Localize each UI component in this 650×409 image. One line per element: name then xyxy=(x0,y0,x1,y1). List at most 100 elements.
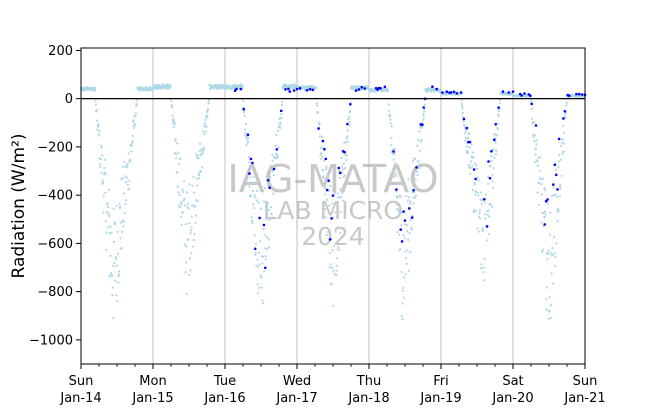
data-point xyxy=(273,188,276,191)
data-point xyxy=(271,153,274,157)
data-point xyxy=(553,235,556,239)
data-point xyxy=(540,193,543,196)
data-point xyxy=(322,169,325,172)
data-point xyxy=(344,140,347,144)
x-tick-label-date: Jan-14 xyxy=(59,391,101,406)
data-point xyxy=(246,133,250,136)
data-point xyxy=(134,112,137,115)
data-point xyxy=(262,223,266,227)
data-point xyxy=(345,137,348,140)
data-point xyxy=(279,126,282,129)
x-tick-label-date: Jan-20 xyxy=(491,391,533,406)
data-point xyxy=(538,170,541,173)
watermark-line-2: LAB MICRO xyxy=(263,196,403,225)
data-point xyxy=(551,246,554,249)
data-point xyxy=(560,144,563,148)
watermark-line-3: 2024 xyxy=(301,222,365,251)
data-point xyxy=(109,225,112,228)
data-point xyxy=(431,85,434,88)
data-point xyxy=(192,239,195,242)
data-point xyxy=(487,233,491,236)
data-point xyxy=(257,265,260,268)
data-point xyxy=(395,195,398,198)
data-point xyxy=(399,195,402,198)
data-point xyxy=(266,179,270,182)
data-point xyxy=(320,135,323,138)
data-point xyxy=(402,210,405,213)
data-point xyxy=(548,233,552,236)
data-point xyxy=(241,85,244,88)
data-point xyxy=(118,202,121,205)
y-tick-label: −400 xyxy=(37,189,73,204)
data-point xyxy=(561,141,564,144)
data-point xyxy=(258,263,261,266)
data-point xyxy=(175,142,179,145)
data-point xyxy=(355,85,358,88)
data-point xyxy=(192,245,195,248)
data-point xyxy=(546,258,549,261)
data-point xyxy=(255,242,258,245)
data-point xyxy=(328,238,332,241)
data-point xyxy=(271,159,274,162)
data-point xyxy=(404,256,407,260)
data-point xyxy=(462,120,465,123)
data-point xyxy=(130,150,133,153)
data-point xyxy=(336,192,339,195)
data-point xyxy=(281,100,284,103)
data-point xyxy=(261,299,264,302)
data-point xyxy=(279,123,282,126)
data-point xyxy=(486,239,489,242)
data-point xyxy=(397,209,400,212)
data-point xyxy=(170,99,173,102)
data-point xyxy=(408,231,411,234)
data-point xyxy=(435,87,439,91)
data-point xyxy=(479,217,482,220)
data-point xyxy=(181,211,184,214)
data-point xyxy=(423,110,426,113)
data-point xyxy=(481,199,484,202)
data-point xyxy=(332,269,335,272)
data-point xyxy=(101,154,104,157)
data-point xyxy=(559,187,562,190)
data-point xyxy=(235,87,238,91)
data-point xyxy=(183,197,186,200)
data-point xyxy=(249,195,252,198)
data-point xyxy=(324,216,327,219)
data-point xyxy=(126,162,129,166)
data-point xyxy=(265,235,268,239)
data-point xyxy=(106,205,109,209)
data-point xyxy=(247,137,250,140)
data-point xyxy=(266,207,269,210)
data-point xyxy=(549,316,553,319)
data-point xyxy=(554,255,557,258)
data-point xyxy=(173,121,176,124)
data-point xyxy=(270,167,274,170)
data-point xyxy=(244,128,247,131)
data-point xyxy=(334,211,337,214)
data-point xyxy=(256,258,259,261)
data-point xyxy=(562,124,565,127)
data-point xyxy=(471,188,474,192)
data-point xyxy=(107,226,110,229)
x-tick-label-date: Jan-19 xyxy=(419,391,461,406)
data-point xyxy=(412,189,415,192)
data-point xyxy=(252,175,255,178)
data-point xyxy=(530,107,533,111)
data-point xyxy=(196,200,200,203)
data-point xyxy=(305,89,309,92)
data-point xyxy=(556,220,559,223)
data-point xyxy=(530,102,533,106)
data-point xyxy=(122,165,125,168)
data-point xyxy=(533,160,537,164)
data-point xyxy=(107,212,110,215)
data-point xyxy=(421,123,424,126)
data-point xyxy=(507,91,511,94)
data-point xyxy=(179,201,182,204)
data-point xyxy=(269,176,272,179)
data-point xyxy=(543,187,546,190)
data-point xyxy=(534,147,538,150)
data-point xyxy=(254,251,257,254)
data-point xyxy=(94,87,97,90)
data-point xyxy=(483,279,486,282)
data-point xyxy=(103,166,106,170)
